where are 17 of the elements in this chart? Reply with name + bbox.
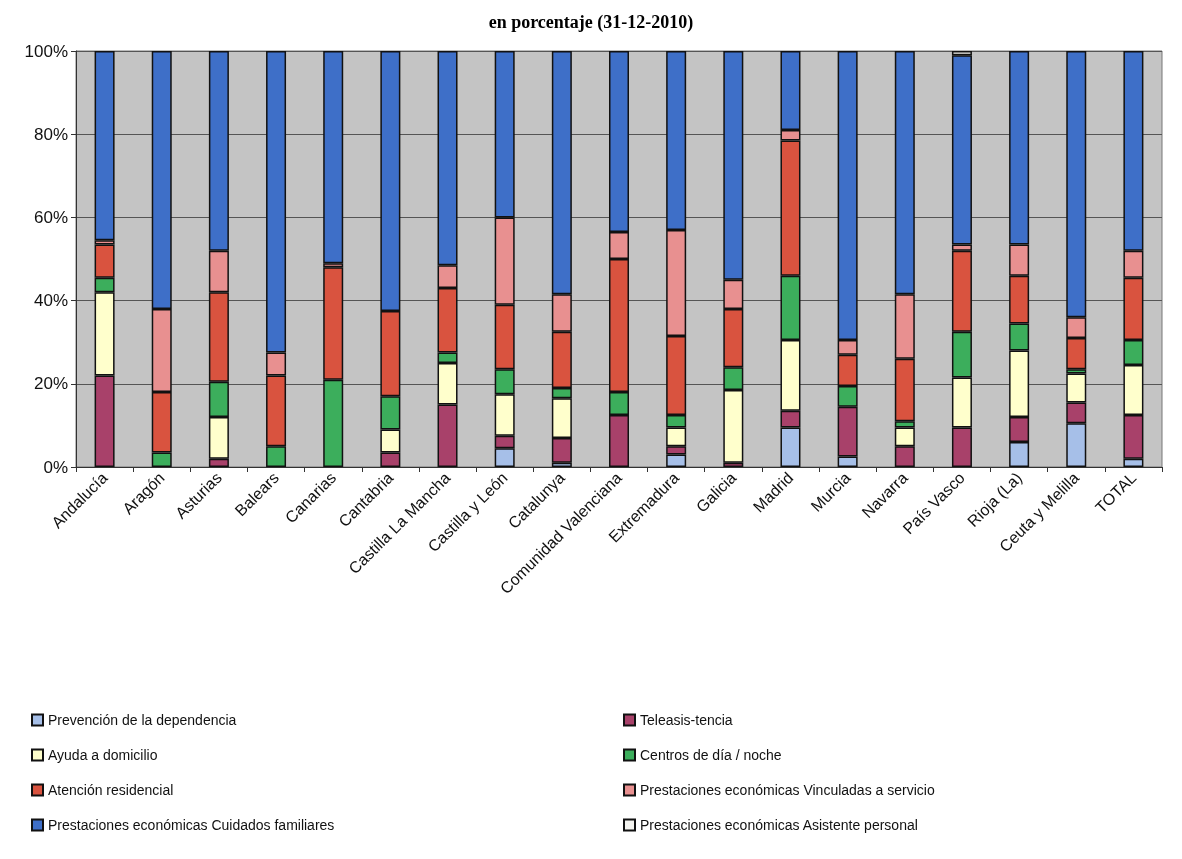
chart-title: en porcentaje (31-12-2010) <box>488 12 694 33</box>
y-tick-label: 40% <box>33 291 68 311</box>
y-tick-label: 20% <box>33 374 68 394</box>
legend-label: Atención residencial <box>48 782 174 798</box>
legend-label: Prestaciones económicas Asistente personal <box>640 817 918 833</box>
y-tick-label: 80% <box>33 124 68 144</box>
legend-label: Centros de día / noche <box>640 747 782 763</box>
y-tick-label: 0% <box>43 457 68 477</box>
legend-label: Prestaciones económicas Vinculadas a servicio <box>640 782 935 798</box>
y-tick-label: 100% <box>24 41 68 61</box>
legend-label: Prestaciones económicas Cuidados familiares <box>48 817 335 833</box>
bar <box>323 51 344 264</box>
bar <box>94 51 115 241</box>
y-tick-label: 60% <box>33 207 68 227</box>
legend-label: Ayuda a domicilio <box>48 747 158 763</box>
legend-label: Teleasis-tencia <box>640 712 733 728</box>
legend-label: Prevención de la dependencia <box>48 712 237 728</box>
